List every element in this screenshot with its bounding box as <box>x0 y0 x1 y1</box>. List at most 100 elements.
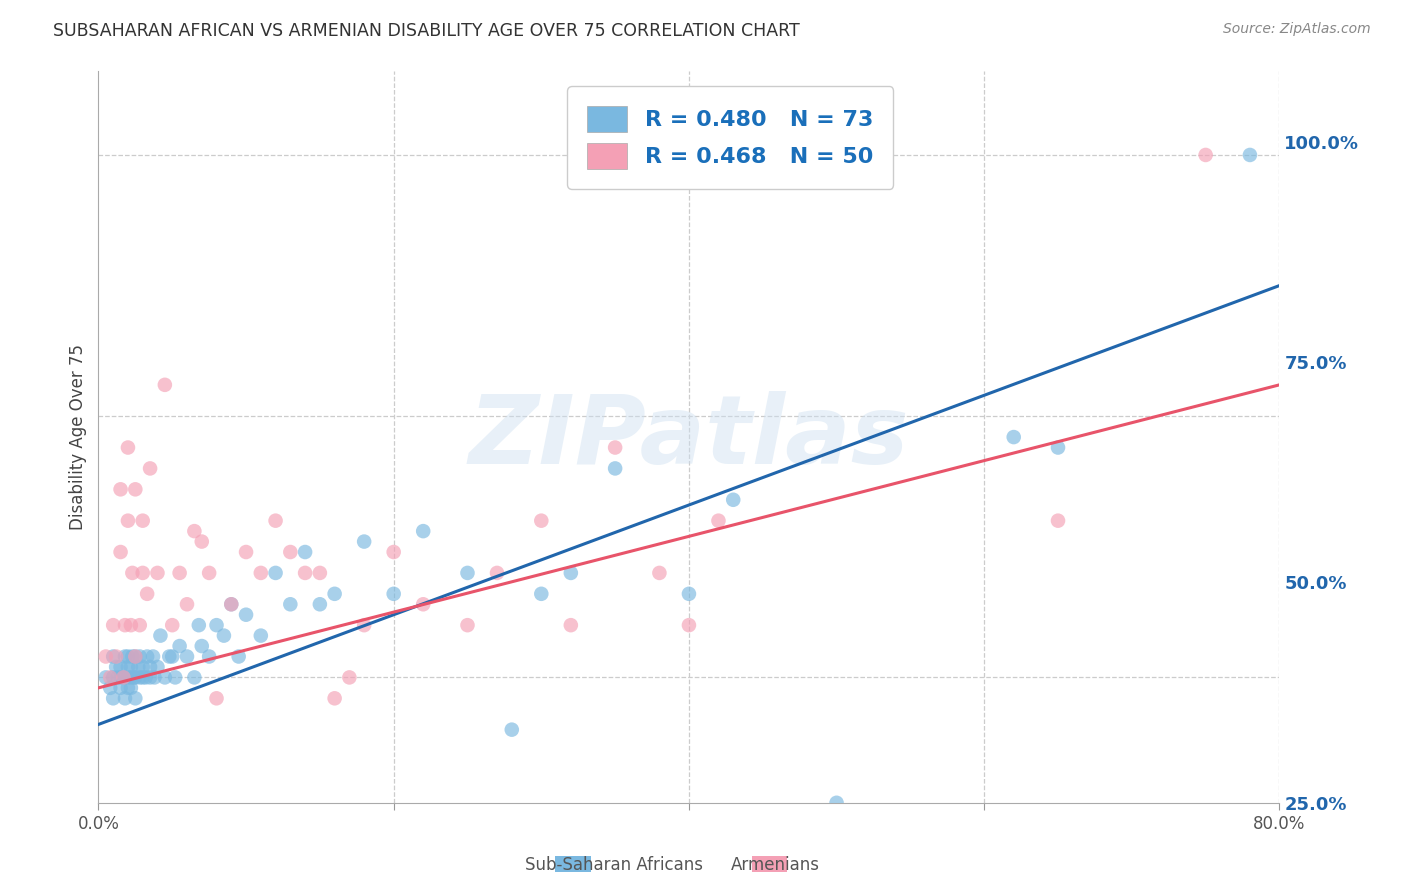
Point <box>98 681 121 695</box>
Point <box>149 629 172 643</box>
Point <box>110 660 132 674</box>
Point <box>1002 430 1025 444</box>
Point <box>124 483 146 497</box>
Point <box>212 629 235 643</box>
Point <box>198 566 221 580</box>
Text: SUBSAHARAN AFRICAN VS ARMENIAN DISABILITY AGE OVER 75 CORRELATION CHART: SUBSAHARAN AFRICAN VS ARMENIAN DISABILIT… <box>53 22 800 40</box>
Point <box>146 566 169 580</box>
Point <box>103 691 125 706</box>
Point <box>117 681 139 695</box>
Point <box>153 670 176 684</box>
Point <box>142 649 165 664</box>
Point <box>132 566 155 580</box>
Point <box>124 691 146 706</box>
Text: ZIPatlas: ZIPatlas <box>468 391 910 483</box>
Point <box>678 618 700 632</box>
Point <box>250 629 273 643</box>
Point <box>280 597 302 611</box>
Point <box>648 566 671 580</box>
Point <box>139 461 162 475</box>
Point <box>228 649 250 664</box>
Point <box>128 649 150 664</box>
Point <box>353 618 375 632</box>
Point <box>105 660 128 674</box>
Text: Source: ZipAtlas.com: Source: ZipAtlas.com <box>1223 22 1371 37</box>
Point <box>121 566 143 580</box>
Point <box>825 796 848 810</box>
Point <box>191 534 214 549</box>
Point <box>110 483 132 497</box>
Point <box>139 660 162 674</box>
Point <box>309 597 332 611</box>
Point <box>94 670 117 684</box>
Point <box>124 649 146 664</box>
Point <box>235 607 257 622</box>
Point <box>294 545 316 559</box>
Point <box>124 649 146 664</box>
Point <box>117 660 139 674</box>
Point <box>114 618 136 632</box>
Point <box>412 597 434 611</box>
Point <box>723 492 745 507</box>
Point <box>309 566 332 580</box>
Point <box>205 691 228 706</box>
Point <box>103 670 125 684</box>
Point <box>117 514 139 528</box>
Point <box>132 514 155 528</box>
Point <box>183 524 205 538</box>
Point <box>1195 148 1218 162</box>
Point <box>157 649 180 664</box>
Point <box>162 618 183 632</box>
Point <box>136 587 159 601</box>
Point <box>105 649 128 664</box>
Point <box>128 618 150 632</box>
Point <box>198 649 221 664</box>
Point <box>382 587 405 601</box>
Point <box>280 545 302 559</box>
Point <box>353 534 375 549</box>
Point <box>707 514 730 528</box>
Point <box>114 649 136 664</box>
Point <box>382 545 405 559</box>
Point <box>176 597 198 611</box>
Point <box>1046 441 1070 455</box>
Point <box>339 670 361 684</box>
Point <box>605 441 627 455</box>
Point <box>153 377 176 392</box>
Point <box>162 649 183 664</box>
Point <box>457 618 479 632</box>
Point <box>323 691 346 706</box>
Point <box>169 639 191 653</box>
Point <box>235 545 257 559</box>
Point <box>264 566 287 580</box>
Point <box>120 681 142 695</box>
Point <box>94 649 117 664</box>
Point <box>117 649 139 664</box>
Point <box>120 618 142 632</box>
Point <box>117 670 139 684</box>
Point <box>250 566 273 580</box>
Point <box>110 670 132 684</box>
Point <box>112 670 135 684</box>
Point <box>146 660 169 674</box>
Point <box>98 670 121 684</box>
Point <box>121 649 143 664</box>
Point <box>124 670 146 684</box>
Point <box>205 618 228 632</box>
Point <box>412 524 434 538</box>
Point <box>110 681 132 695</box>
Point <box>112 670 135 684</box>
Point <box>128 670 150 684</box>
Point <box>110 545 132 559</box>
Text: Sub-Saharan Africans: Sub-Saharan Africans <box>524 856 703 874</box>
Point <box>264 514 287 528</box>
Point <box>530 514 553 528</box>
Point <box>120 660 142 674</box>
Point <box>176 649 198 664</box>
Point <box>169 566 191 580</box>
Point <box>122 670 145 684</box>
Point <box>187 618 209 632</box>
Text: Armenians: Armenians <box>731 856 820 874</box>
Point <box>103 649 125 664</box>
Point <box>120 670 142 684</box>
